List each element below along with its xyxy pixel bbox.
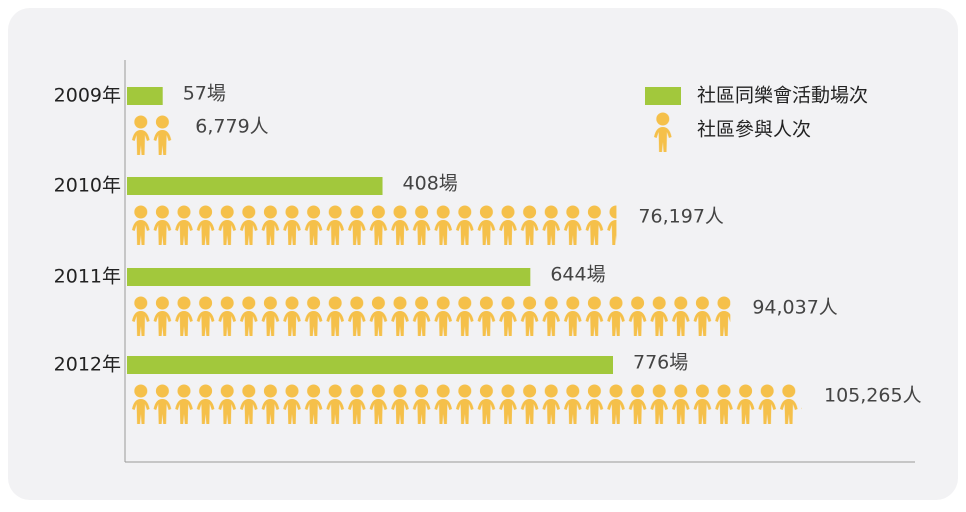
pictogram xyxy=(130,383,802,427)
bar xyxy=(127,87,163,105)
bar-label: 408場 xyxy=(403,173,458,195)
bar xyxy=(127,268,531,286)
y-tick-label: 2012年 xyxy=(54,354,121,376)
legend-swatch xyxy=(645,87,681,105)
pictogram-row xyxy=(130,295,731,339)
legend-swatch xyxy=(652,111,674,155)
bar xyxy=(127,356,613,374)
pictogram-label: 76,197人 xyxy=(638,206,723,228)
pictogram-row xyxy=(130,383,802,427)
card xyxy=(8,8,958,500)
pictogram xyxy=(130,204,617,248)
pictogram-label: 94,037人 xyxy=(752,297,837,319)
pictogram-row xyxy=(130,114,174,158)
bar-label: 57場 xyxy=(183,83,226,105)
legend-label: 社區同樂會活動場次 xyxy=(697,85,868,107)
pictogram-label: 105,265人 xyxy=(824,385,922,407)
bar xyxy=(127,177,383,195)
pictogram xyxy=(130,295,731,339)
y-tick-label: 2009年 xyxy=(54,85,121,107)
y-tick-label: 2010年 xyxy=(54,175,121,197)
pictogram-label: 6,779人 xyxy=(195,116,268,138)
legend-label: 社區參與人次 xyxy=(697,119,811,141)
legend-icon xyxy=(652,111,674,155)
pictogram-row xyxy=(130,204,617,248)
bar-label: 776場 xyxy=(633,352,688,374)
y-tick-label: 2011年 xyxy=(54,266,121,288)
pictogram xyxy=(130,114,174,158)
bar-label: 644場 xyxy=(550,264,605,286)
